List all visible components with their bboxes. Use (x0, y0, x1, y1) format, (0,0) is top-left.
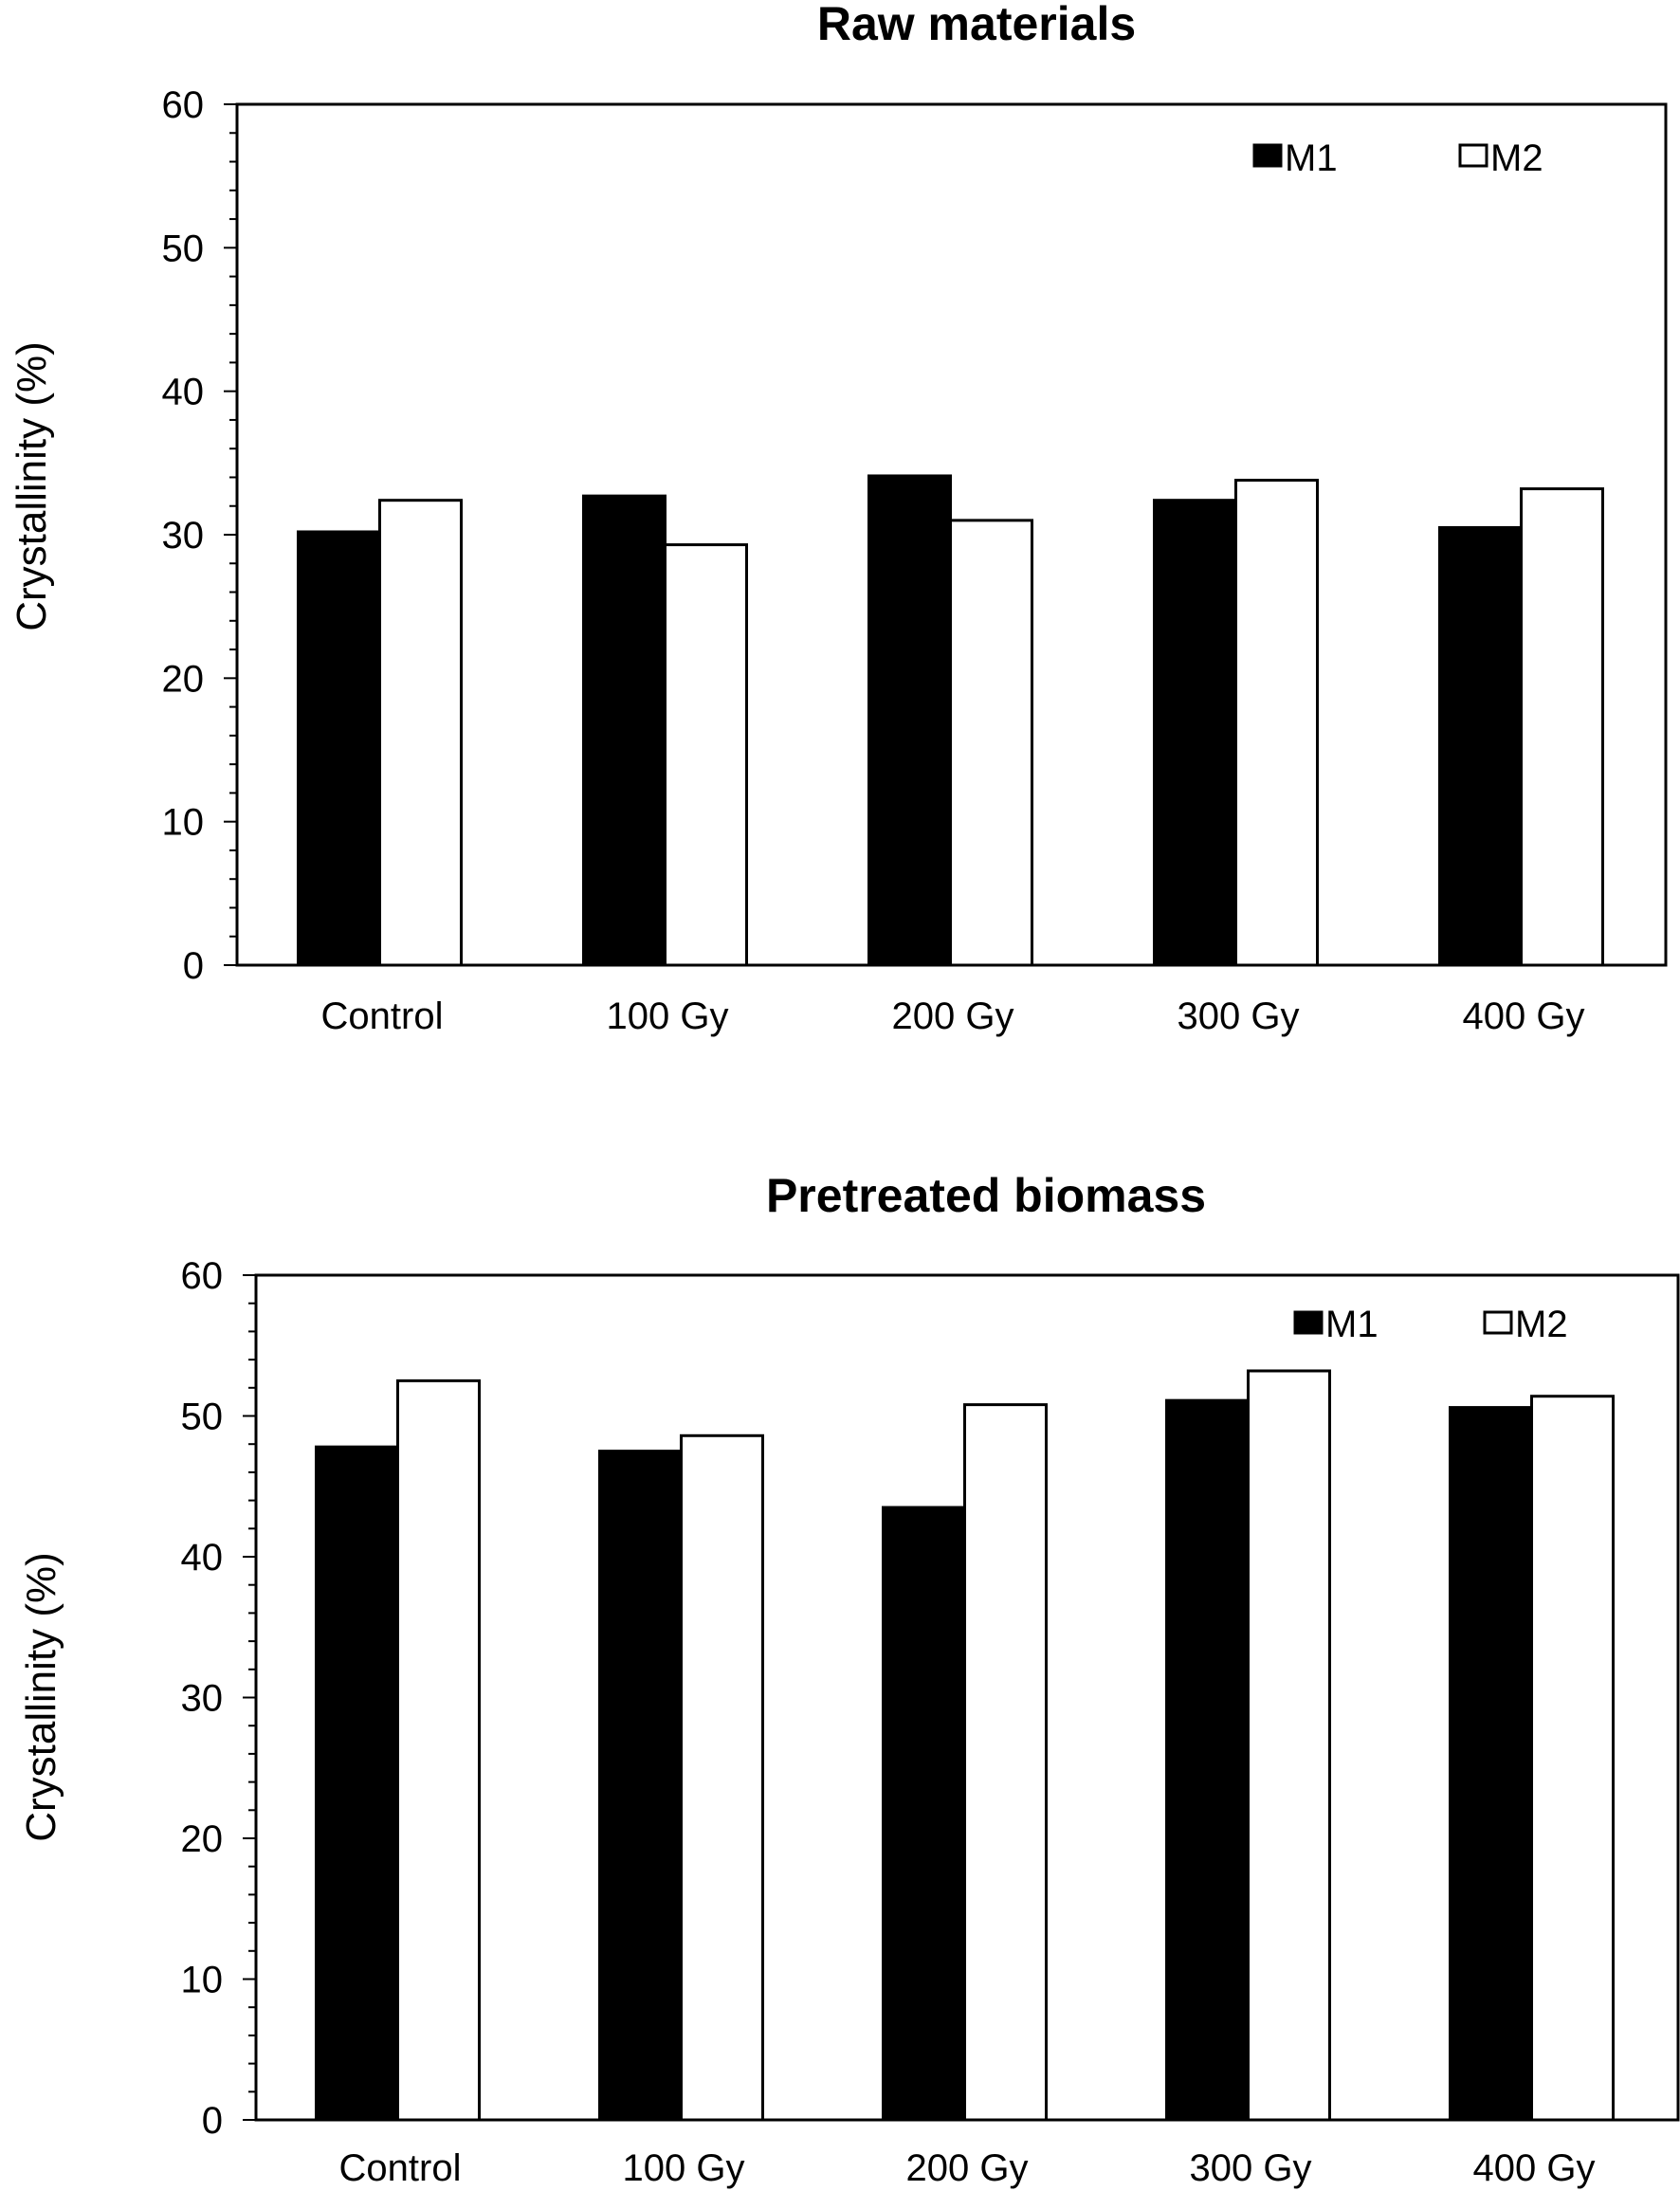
x-tick-labels: Control 100 Gy 200 Gy 300 Gy 400 Gy (339, 2147, 1596, 2189)
y-tick-label: 0 (183, 945, 204, 987)
x-tick-label-control: Control (339, 2147, 462, 2189)
bar-m2-3 (1234, 478, 1319, 967)
y-tick-label: 10 (162, 802, 205, 844)
y-tick-label: 20 (162, 658, 205, 700)
y-tick-label: 30 (162, 515, 205, 557)
bar-m2-1 (664, 543, 748, 967)
legend-label-m2: M2 (1515, 1304, 1568, 1345)
bar-m1-4 (1438, 525, 1523, 967)
y-tick-label: 40 (181, 1537, 224, 1579)
x-tick-labels: Control 100 Gy 200 Gy 300 Gy 400 Gy (321, 995, 1585, 1037)
bar-m2-1 (680, 1433, 764, 2122)
x-tick-label-200gy: 200 Gy (906, 2147, 1029, 2189)
bar-m1-4 (1449, 1406, 1533, 2122)
bar-m2-4 (1530, 1395, 1615, 2122)
y-tick-label: 60 (162, 84, 205, 126)
bar-m1-3 (1165, 1398, 1250, 2122)
x-tick-label-400gy: 400 Gy (1473, 2147, 1596, 2189)
bar-m1-2 (882, 1506, 966, 2122)
y-tick-label: 30 (181, 1678, 224, 1720)
bar-m2-2 (949, 519, 1033, 967)
bar-m2-0 (396, 1379, 481, 2122)
bar-m2-2 (963, 1403, 1048, 2122)
y-tick-label: 50 (181, 1397, 224, 1438)
y-axis-label: Crystallinity (%) (9, 341, 55, 631)
bar-m1-0 (315, 1445, 399, 2122)
legend: M1 M2 (1252, 137, 1543, 179)
bars (297, 474, 1604, 967)
x-tick-label-300gy: 300 Gy (1190, 2147, 1312, 2189)
x-tick-label-100gy: 100 Gy (607, 995, 729, 1037)
y-tick-label: 60 (181, 1255, 224, 1297)
y-tick-label: 10 (181, 1960, 224, 2001)
x-tick-label-400gy: 400 Gy (1463, 995, 1585, 1037)
bar-m2-3 (1247, 1369, 1331, 2122)
bar-m1-1 (598, 1450, 683, 2122)
bar-m1-1 (582, 494, 667, 967)
chart-title: Pretreated biomass (766, 1169, 1206, 1222)
x-tick-label-300gy: 300 Gy (1178, 995, 1300, 1037)
legend-swatch-m1 (1252, 143, 1283, 168)
bar-m1-2 (867, 474, 952, 967)
chart-raw-materials: Raw materials Crystallinity (%) 0 10 20 30 4… (9, 0, 1668, 1037)
bar-m1-3 (1153, 499, 1237, 967)
chart-pretreated-biomass: Pretreated biomass Crystallinity (%) 0 10… (18, 1169, 1680, 2189)
legend-label-m1: M1 (1325, 1304, 1379, 1345)
y-tick-label: 50 (162, 228, 205, 269)
bar-m1-0 (297, 530, 381, 967)
bar-m2-4 (1520, 487, 1604, 967)
bars (315, 1369, 1615, 2122)
chart-title: Raw materials (817, 0, 1136, 50)
y-axis-ticks: 0 10 20 30 40 50 60 (162, 84, 237, 987)
legend-label-m2: M2 (1490, 137, 1543, 179)
legend-swatch-m1 (1293, 1310, 1324, 1335)
bar-m2-0 (378, 499, 463, 967)
y-tick-label: 0 (202, 2100, 223, 2142)
legend-swatch-m2 (1458, 143, 1488, 168)
y-axis-ticks: 0 10 20 30 40 50 60 (181, 1255, 256, 2142)
x-tick-label-100gy: 100 Gy (623, 2147, 745, 2189)
x-tick-label-200gy: 200 Gy (892, 995, 1014, 1037)
y-axis-label: Crystallinity (%) (18, 1552, 64, 1842)
x-tick-label-control: Control (321, 995, 444, 1037)
y-tick-label: 40 (162, 372, 205, 413)
legend-swatch-m2 (1483, 1310, 1513, 1335)
y-tick-label: 20 (181, 1818, 224, 1860)
legend: M1 M2 (1293, 1304, 1568, 1345)
legend-label-m1: M1 (1285, 137, 1338, 179)
